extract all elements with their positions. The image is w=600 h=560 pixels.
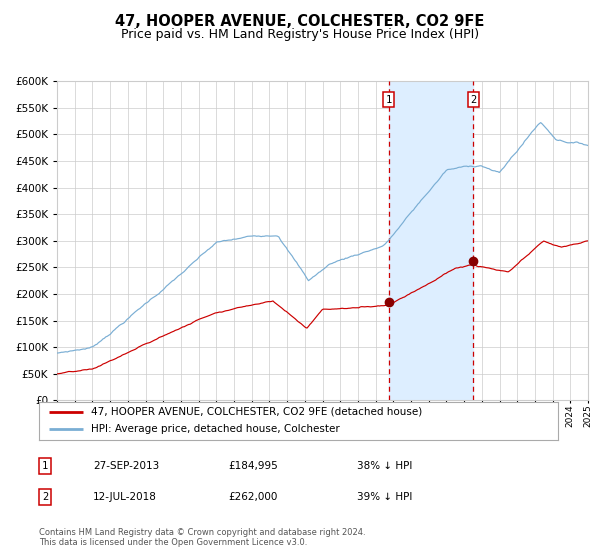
Text: 1: 1 [42,461,48,471]
Text: 39% ↓ HPI: 39% ↓ HPI [357,492,412,502]
Text: 12-JUL-2018: 12-JUL-2018 [93,492,157,502]
Text: £184,995: £184,995 [228,461,278,471]
Text: 2: 2 [42,492,48,502]
Bar [389,81,473,400]
Text: Price paid vs. HM Land Registry's House Price Index (HPI): Price paid vs. HM Land Registry's House … [121,28,479,41]
Text: Contains HM Land Registry data © Crown copyright and database right 2024.
This d: Contains HM Land Registry data © Crown c… [39,528,365,547]
Text: £262,000: £262,000 [228,492,277,502]
Text: 27-SEP-2013: 27-SEP-2013 [93,461,159,471]
Text: HPI: Average price, detached house, Colchester: HPI: Average price, detached house, Colc… [91,424,340,435]
Text: 47, HOOPER AVENUE, COLCHESTER, CO2 9FE (detached house): 47, HOOPER AVENUE, COLCHESTER, CO2 9FE (… [91,407,422,417]
Text: 47, HOOPER AVENUE, COLCHESTER, CO2 9FE: 47, HOOPER AVENUE, COLCHESTER, CO2 9FE [115,14,485,29]
Text: 38% ↓ HPI: 38% ↓ HPI [357,461,412,471]
Text: 2: 2 [470,95,476,105]
Text: 1: 1 [386,95,392,105]
